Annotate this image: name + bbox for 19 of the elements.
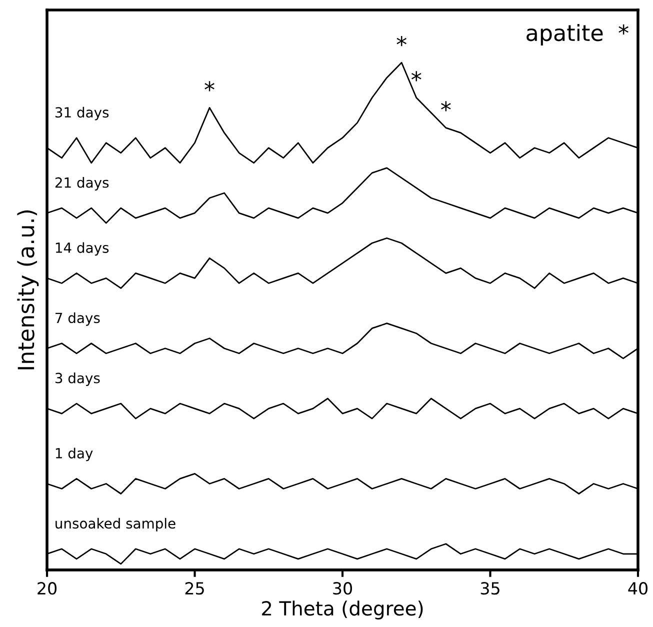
x-axis-title: 2 Theta (degree) xyxy=(262,600,423,620)
x-tick-label: 20 xyxy=(38,582,57,595)
series-label: 1 day xyxy=(56,448,93,462)
x-tick-label: 35 xyxy=(480,582,500,595)
x-tick-label: 25 xyxy=(185,582,204,595)
x-tick-label: 30 xyxy=(333,582,352,595)
y-axis-title: Intensity (a.u.) xyxy=(17,210,39,370)
series-label: 3 days xyxy=(55,372,100,386)
annotation: * xyxy=(396,36,406,46)
series-label: 21 days xyxy=(55,177,109,190)
series-label: unsoaked sample xyxy=(56,518,176,532)
series-label: 7 days xyxy=(56,312,100,326)
annotation: * xyxy=(204,81,214,92)
series-label: 14 days xyxy=(56,242,109,256)
annotation: * xyxy=(411,71,422,82)
series-label: 31 days xyxy=(55,106,109,120)
x-tick-label: 40 xyxy=(628,582,648,595)
text: apatite * xyxy=(526,24,628,46)
annotation: * xyxy=(441,101,451,112)
